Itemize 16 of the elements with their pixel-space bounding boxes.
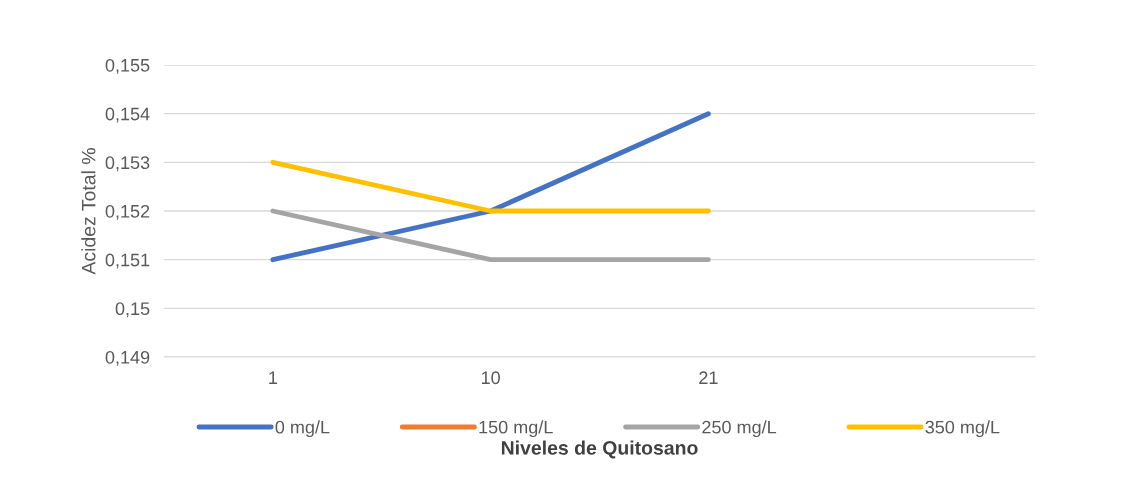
y-axis-title: Acidez Total % (81, 148, 96, 275)
y-tick-label: 0,154 (105, 107, 150, 123)
legend-label: 150 mg/L (479, 420, 553, 438)
legend-label: 250 mg/L (702, 420, 777, 438)
x-axis-title: Niveles de Quitosano (501, 440, 698, 459)
y-tick-label: 0,155 (105, 58, 150, 74)
x-tick-label: 21 (699, 371, 718, 384)
y-tick-label: 0,152 (105, 204, 150, 220)
y-tick-label: 0,149 (105, 350, 150, 366)
x-tick-label: 10 (481, 371, 500, 385)
y-tick-label: 0,15 (115, 302, 150, 318)
y-tick-label: 0,153 (105, 156, 150, 172)
x-tick-label: 1 (269, 371, 278, 384)
legend-label: 0 mg/L (275, 420, 330, 438)
y-tick-label: 0,151 (105, 253, 150, 269)
legend-label: 350 mg/L (925, 420, 1000, 438)
